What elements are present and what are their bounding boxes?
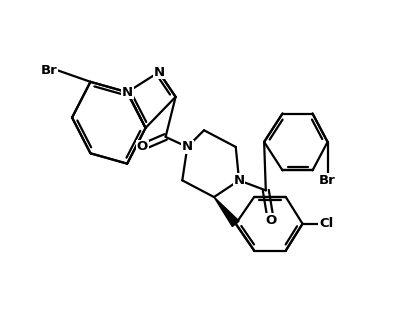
Text: N: N	[182, 141, 193, 153]
Polygon shape	[214, 197, 239, 226]
Text: N: N	[122, 86, 133, 99]
Text: N: N	[153, 66, 164, 78]
Text: O: O	[265, 214, 277, 227]
Text: Cl: Cl	[319, 217, 334, 230]
Text: O: O	[137, 141, 148, 153]
Text: N: N	[234, 174, 245, 187]
Text: Br: Br	[319, 174, 336, 187]
Text: Br: Br	[40, 64, 57, 76]
